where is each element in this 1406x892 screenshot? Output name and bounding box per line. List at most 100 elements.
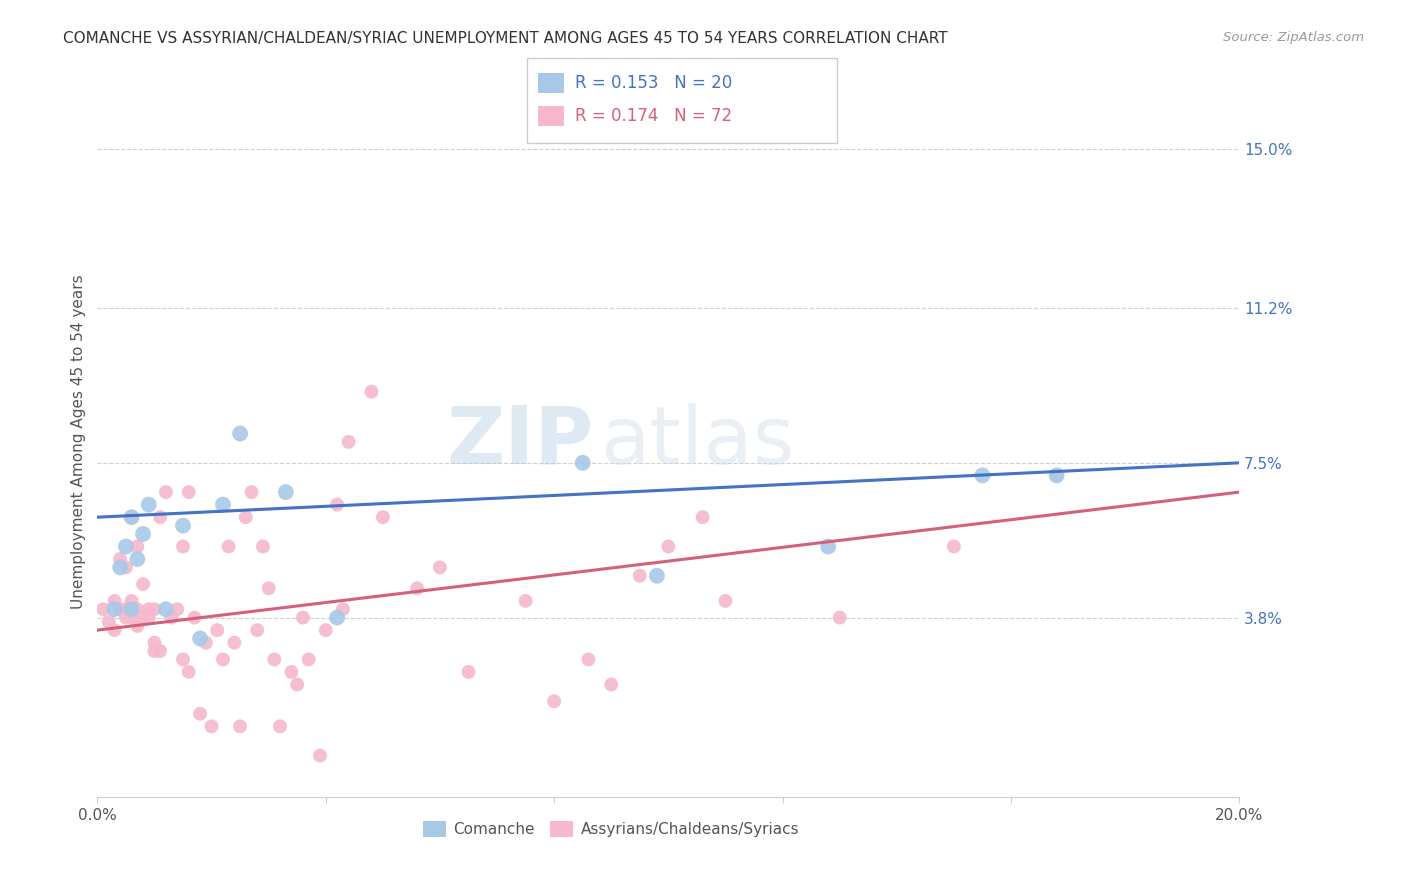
Point: [200, 719, 222, 733]
Legend: Comanche, Assyrians/Chaldeans/Syriacs: Comanche, Assyrians/Chaldeans/Syriacs: [418, 815, 806, 843]
Point: [274, 485, 297, 500]
Point: [155, 602, 177, 616]
Point: [172, 518, 194, 533]
Point: [326, 610, 349, 624]
Point: [121, 602, 143, 616]
Point: [194, 635, 217, 649]
Point: [138, 602, 160, 616]
Point: [143, 635, 166, 649]
Text: R = 0.153   N = 20: R = 0.153 N = 20: [575, 74, 733, 92]
Point: [576, 652, 599, 666]
Text: Source: ZipAtlas.com: Source: ZipAtlas.com: [1223, 31, 1364, 45]
Point: [188, 632, 211, 646]
Point: [108, 602, 131, 616]
Point: [212, 498, 235, 512]
Point: [309, 748, 332, 763]
Point: [115, 602, 138, 616]
Point: [817, 540, 839, 554]
Point: [942, 540, 965, 554]
Point: [285, 677, 308, 691]
Point: [132, 610, 155, 624]
Point: [160, 610, 183, 624]
Point: [315, 623, 337, 637]
Point: [149, 510, 172, 524]
Point: [132, 577, 155, 591]
Point: [212, 652, 235, 666]
Point: [127, 552, 149, 566]
Point: [543, 694, 565, 708]
Point: [103, 594, 125, 608]
Point: [235, 510, 257, 524]
Text: R = 0.174   N = 72: R = 0.174 N = 72: [575, 107, 733, 125]
Y-axis label: Unemployment Among Ages 45 to 54 years: Unemployment Among Ages 45 to 54 years: [72, 275, 86, 609]
Point: [138, 498, 160, 512]
Point: [269, 719, 291, 733]
Point: [429, 560, 451, 574]
Point: [657, 540, 679, 554]
Point: [692, 510, 714, 524]
Point: [183, 610, 205, 624]
Point: [121, 510, 143, 524]
Point: [177, 485, 200, 500]
Point: [645, 568, 668, 582]
Point: [127, 619, 149, 633]
Point: [252, 540, 274, 554]
Point: [332, 602, 354, 616]
Point: [108, 552, 131, 566]
Point: [1046, 468, 1069, 483]
Point: [298, 652, 321, 666]
Point: [108, 560, 131, 574]
Point: [291, 610, 314, 624]
Point: [121, 510, 143, 524]
Point: [103, 623, 125, 637]
Point: [371, 510, 394, 524]
Point: [337, 434, 360, 449]
Point: [172, 540, 194, 554]
Point: [132, 527, 155, 541]
Point: [91, 602, 114, 616]
Point: [515, 594, 537, 608]
Point: [326, 498, 349, 512]
Text: COMANCHE VS ASSYRIAN/CHALDEAN/SYRIAC UNEMPLOYMENT AMONG AGES 45 TO 54 YEARS CORR: COMANCHE VS ASSYRIAN/CHALDEAN/SYRIAC UNE…: [63, 31, 948, 46]
Point: [714, 594, 737, 608]
Text: ZIP: ZIP: [447, 403, 595, 481]
Point: [188, 706, 211, 721]
Point: [246, 623, 269, 637]
Point: [360, 384, 382, 399]
Point: [406, 582, 429, 596]
Point: [127, 602, 149, 616]
Point: [115, 560, 138, 574]
Text: atlas: atlas: [600, 403, 794, 481]
Point: [115, 610, 138, 624]
Point: [628, 568, 651, 582]
Point: [149, 644, 172, 658]
Point: [121, 610, 143, 624]
Point: [263, 652, 285, 666]
Point: [457, 665, 479, 679]
Point: [229, 719, 252, 733]
Point: [143, 602, 166, 616]
Point: [97, 615, 120, 629]
Point: [240, 485, 263, 500]
Point: [172, 652, 194, 666]
Point: [138, 610, 160, 624]
Point: [155, 485, 177, 500]
Point: [828, 610, 851, 624]
Point: [571, 456, 593, 470]
Point: [218, 540, 240, 554]
Point: [166, 602, 188, 616]
Point: [177, 665, 200, 679]
Point: [1046, 468, 1069, 483]
Point: [115, 540, 138, 554]
Point: [224, 635, 246, 649]
Point: [972, 468, 994, 483]
Point: [600, 677, 623, 691]
Point: [121, 594, 143, 608]
Point: [207, 623, 229, 637]
Point: [280, 665, 302, 679]
Point: [143, 644, 166, 658]
Point: [103, 602, 125, 616]
Point: [257, 582, 280, 596]
Point: [127, 540, 149, 554]
Point: [229, 426, 252, 441]
